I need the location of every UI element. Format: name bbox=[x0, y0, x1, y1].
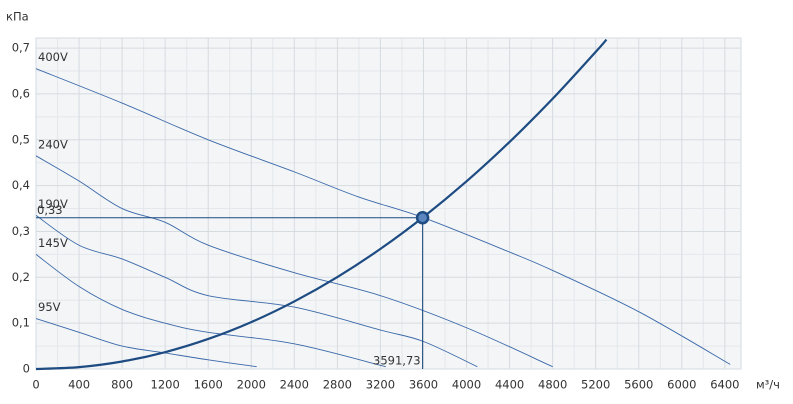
x-tick-label: 3200 bbox=[366, 378, 395, 392]
system-curve bbox=[35, 38, 608, 371]
curve-label: 400V bbox=[38, 50, 68, 64]
y-tick-label: 0,4 bbox=[12, 178, 30, 192]
y-tick-label: 0 bbox=[23, 362, 30, 376]
x-tick-label: 4000 bbox=[452, 378, 481, 392]
fan-curve bbox=[35, 254, 386, 368]
y-tick-label: 0,6 bbox=[12, 86, 30, 100]
x-tick-label: 6400 bbox=[710, 378, 739, 392]
x-tick-label: 3600 bbox=[409, 378, 438, 392]
y-tick-label: 0,5 bbox=[12, 132, 30, 146]
x-tick-label: 1600 bbox=[194, 378, 223, 392]
y-tick-label: 0,2 bbox=[12, 270, 30, 284]
x-tick-label: 800 bbox=[111, 378, 133, 392]
fan-curve bbox=[35, 215, 478, 368]
x-tick-label: 2000 bbox=[237, 378, 266, 392]
fan-curve bbox=[35, 318, 257, 368]
x-axis-label: м³/ч bbox=[756, 378, 780, 392]
x-tick-label: 5600 bbox=[624, 378, 653, 392]
fan-curve bbox=[35, 155, 553, 368]
x-tick-label: 2400 bbox=[280, 378, 309, 392]
x-tick-label: 4800 bbox=[538, 378, 567, 392]
plot-area bbox=[35, 37, 742, 370]
y-tick-label: 0,7 bbox=[12, 41, 30, 55]
x-tick-label: 400 bbox=[68, 378, 90, 392]
op-y-label: 0,33 bbox=[37, 203, 63, 217]
y-tick-label: 0,1 bbox=[12, 316, 30, 330]
curve-label: 95V bbox=[38, 300, 61, 314]
fan-curve bbox=[35, 68, 731, 365]
x-tick-label: 2800 bbox=[323, 378, 352, 392]
x-tick-label: 6000 bbox=[667, 378, 696, 392]
curve-label: 145V bbox=[38, 236, 68, 250]
curve-label: 240V bbox=[38, 137, 68, 151]
x-tick-label: 0 bbox=[32, 378, 39, 392]
curve-label: 190V bbox=[38, 197, 68, 211]
operating-point bbox=[415, 210, 430, 225]
y-axis-label: кПа bbox=[6, 10, 29, 24]
x-tick-label: 4400 bbox=[495, 378, 524, 392]
y-tick-label: 0,3 bbox=[12, 224, 30, 238]
op-x-label: 3591,73 bbox=[373, 354, 421, 368]
x-tick-label: 1200 bbox=[151, 378, 180, 392]
x-tick-label: 5200 bbox=[581, 378, 610, 392]
